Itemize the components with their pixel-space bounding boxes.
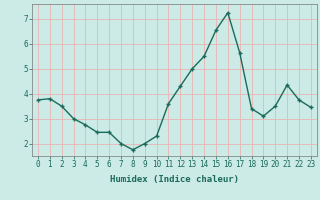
X-axis label: Humidex (Indice chaleur): Humidex (Indice chaleur)	[110, 175, 239, 184]
